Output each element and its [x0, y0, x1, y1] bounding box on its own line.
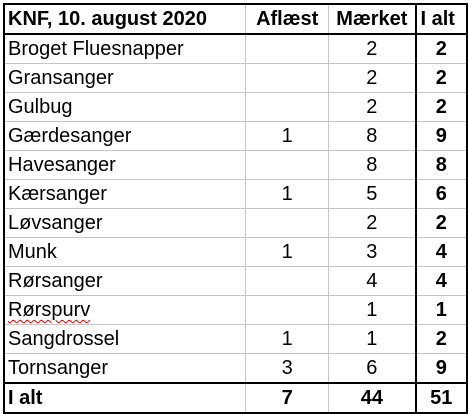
total-cell[interactable]: 9 — [414, 353, 468, 384]
species-cell[interactable]: Gransanger — [3, 63, 246, 93]
read-cell[interactable]: 1 — [245, 237, 329, 267]
read-cell[interactable]: 1 — [245, 121, 329, 151]
species-cell[interactable]: Sangdrossel — [3, 324, 246, 354]
read-cell[interactable] — [245, 63, 329, 93]
marked-cell[interactable]: 2 — [328, 63, 416, 93]
read-cell[interactable] — [245, 33, 329, 64]
marked-cell[interactable]: 5 — [328, 179, 416, 209]
marked-cell[interactable]: 8 — [328, 150, 416, 180]
species-cell[interactable]: Gulbug — [3, 92, 246, 122]
total-cell[interactable]: 2 — [414, 63, 468, 93]
table-row: Gransanger 2 2 — [3, 63, 468, 93]
species-cell[interactable]: Rørspurv — [3, 295, 246, 325]
read-cell[interactable]: 1 — [245, 179, 329, 209]
species-cell[interactable]: Kærsanger — [3, 179, 246, 209]
total-cell[interactable]: 9 — [414, 121, 468, 151]
total-cell[interactable]: 2 — [414, 324, 468, 354]
read-cell[interactable] — [245, 295, 329, 325]
table-row: Tornsanger 3 6 9 — [3, 353, 468, 384]
species-cell[interactable]: Tornsanger — [3, 353, 246, 384]
table-row: Gulbug 2 2 — [3, 92, 468, 122]
total-cell[interactable]: 6 — [414, 179, 468, 209]
totals-marked-cell[interactable]: 44 — [328, 382, 416, 414]
header-marked-cell[interactable]: Mærket — [328, 3, 416, 35]
marked-cell[interactable]: 4 — [328, 266, 416, 296]
spellcheck-flagged-text: Rørspurv — [8, 299, 91, 321]
total-cell[interactable]: 1 — [414, 295, 468, 325]
total-cell[interactable]: 2 — [414, 208, 468, 238]
marked-cell[interactable]: 2 — [328, 33, 416, 64]
read-cell[interactable]: 1 — [245, 324, 329, 354]
species-cell[interactable]: Havesanger — [3, 150, 246, 180]
species-cell[interactable]: Rørsanger — [3, 266, 246, 296]
read-cell[interactable] — [245, 266, 329, 296]
table-row: Munk 1 3 4 — [3, 237, 468, 267]
total-cell[interactable]: 4 — [414, 266, 468, 296]
title-cell[interactable]: KNF, 10. august 2020 — [3, 3, 246, 35]
bird-ringing-table: KNF, 10. august 2020 Aflæst Mærket I alt… — [3, 3, 468, 414]
table-row: Sangdrossel 1 1 2 — [3, 324, 468, 354]
header-total-cell[interactable]: I alt — [414, 3, 468, 35]
table-row: Broget Fluesnapper 2 2 — [3, 33, 468, 64]
marked-cell[interactable]: 6 — [328, 353, 416, 384]
marked-cell[interactable]: 1 — [328, 295, 416, 325]
species-cell[interactable]: Gærdesanger — [3, 121, 246, 151]
total-cell[interactable]: 8 — [414, 150, 468, 180]
total-cell[interactable]: 4 — [414, 237, 468, 267]
totals-row: I alt 7 44 51 — [3, 382, 468, 414]
header-row: KNF, 10. august 2020 Aflæst Mærket I alt — [3, 3, 468, 35]
species-cell[interactable]: Broget Fluesnapper — [3, 33, 246, 64]
read-cell[interactable] — [245, 92, 329, 122]
table-row: Havesanger 8 8 — [3, 150, 468, 180]
read-cell[interactable] — [245, 208, 329, 238]
table-row: Rørspurv 1 1 — [3, 295, 468, 325]
marked-cell[interactable]: 2 — [328, 208, 416, 238]
total-cell[interactable]: 2 — [414, 33, 468, 64]
totals-total-cell[interactable]: 51 — [414, 382, 468, 414]
read-cell[interactable]: 3 — [245, 353, 329, 384]
table-row: Løvsanger 2 2 — [3, 208, 468, 238]
read-cell[interactable] — [245, 150, 329, 180]
table-row: Gærdesanger 1 8 9 — [3, 121, 468, 151]
marked-cell[interactable]: 2 — [328, 92, 416, 122]
table-row: Rørsanger 4 4 — [3, 266, 468, 296]
header-read-cell[interactable]: Aflæst — [245, 3, 329, 35]
total-cell[interactable]: 2 — [414, 92, 468, 122]
totals-label-cell[interactable]: I alt — [3, 382, 246, 414]
species-cell[interactable]: Løvsanger — [3, 208, 246, 238]
table-row: Kærsanger 1 5 6 — [3, 179, 468, 209]
species-cell[interactable]: Munk — [3, 237, 246, 267]
marked-cell[interactable]: 3 — [328, 237, 416, 267]
marked-cell[interactable]: 1 — [328, 324, 416, 354]
marked-cell[interactable]: 8 — [328, 121, 416, 151]
totals-read-cell[interactable]: 7 — [245, 382, 329, 414]
